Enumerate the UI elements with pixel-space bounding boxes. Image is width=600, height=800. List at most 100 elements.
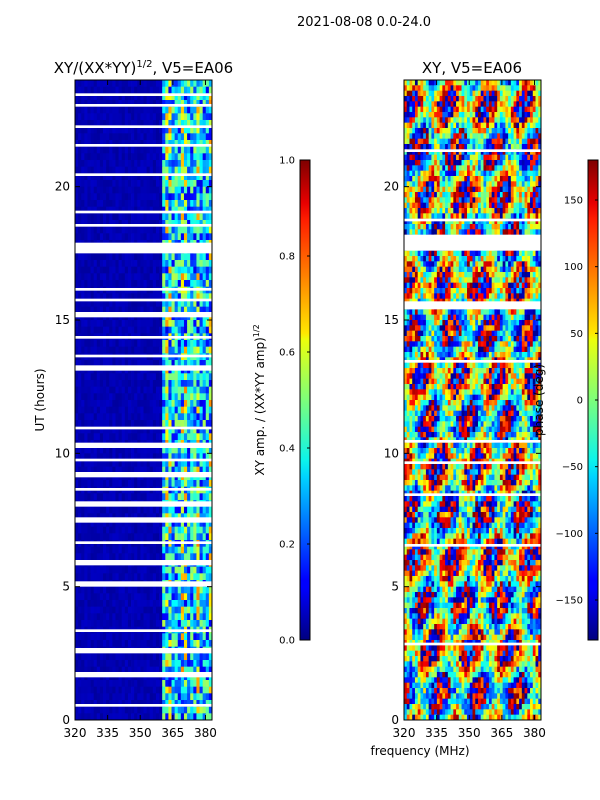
panel2-cell — [464, 133, 468, 140]
panel1-cell — [121, 386, 126, 394]
panel1-cell — [137, 326, 141, 334]
panel1-cell — [155, 280, 160, 288]
panel1-cell — [78, 126, 82, 134]
panel1-cell — [208, 606, 213, 614]
panel1-cell — [109, 273, 113, 281]
panel1-cell — [208, 413, 213, 421]
panel2-cell — [530, 106, 534, 113]
panel2-cell — [409, 90, 413, 97]
panel1-cell — [78, 166, 82, 174]
panel2-cell — [519, 122, 523, 129]
panel2-cell — [469, 133, 473, 140]
panel2-cell — [502, 117, 506, 124]
panel1-cell — [149, 360, 154, 368]
panel1-ylabel: UT (hours) — [33, 368, 47, 431]
panel1-cell — [75, 306, 79, 314]
panel1-cell — [87, 573, 91, 581]
panel1-cell — [87, 660, 91, 668]
panel1-cell — [152, 166, 157, 174]
panel1-cell — [93, 160, 98, 168]
panel2-cell — [491, 96, 495, 102]
panel2-cell — [488, 85, 493, 92]
panel1-cell — [183, 686, 188, 694]
panel1-cell — [115, 546, 119, 554]
panel1-cell — [183, 273, 188, 281]
panel1-cell — [75, 466, 79, 474]
panel1-cell — [149, 520, 154, 528]
panel1-cell — [118, 360, 123, 368]
panel2-cell — [527, 112, 531, 118]
panel1-cell — [199, 666, 204, 674]
panel2-cell — [477, 85, 482, 92]
panel1-cell — [187, 346, 191, 354]
panel1-cell — [180, 280, 185, 288]
panel1-cell — [75, 620, 79, 628]
panel2-cell — [505, 117, 509, 124]
panel1-cell — [81, 300, 85, 308]
panel1-cell — [134, 666, 138, 674]
panel1-cell — [208, 493, 213, 501]
panel2-cell — [447, 85, 451, 92]
colorbar1-tick-label: 0.8 — [279, 252, 295, 263]
panel1-cell — [121, 693, 126, 701]
panel1-cell — [159, 306, 163, 314]
panel1-cell — [168, 293, 172, 301]
panel1-cell — [75, 553, 79, 561]
panel2-cell — [453, 112, 457, 118]
panel1-cell — [134, 193, 138, 201]
panel2-cell — [497, 144, 501, 150]
panel1-cell — [177, 566, 182, 574]
panel1-cell — [193, 293, 197, 301]
panel1-cell — [205, 406, 210, 414]
panel1-cell — [162, 533, 166, 541]
panel2-cell — [428, 112, 432, 118]
panel1-cell — [121, 106, 126, 114]
panel1-cell — [137, 146, 141, 154]
panel1-cell — [103, 680, 107, 688]
panel1-cell — [199, 373, 204, 381]
panel1-cell — [137, 206, 141, 214]
panel1-cell — [134, 433, 138, 441]
panel1-cell — [137, 686, 141, 694]
panel1-cell — [106, 300, 110, 308]
panel1-cell — [146, 686, 151, 694]
panel2-cell — [404, 85, 408, 92]
panel1-cell — [118, 493, 123, 501]
panel1-cell — [118, 186, 123, 194]
panel1-cell — [187, 200, 191, 208]
panel2-cell — [417, 80, 421, 86]
panel1-cell — [124, 266, 129, 274]
panel2-cell — [527, 117, 531, 124]
panel1-cell — [159, 713, 163, 721]
panel1-cell — [180, 326, 185, 334]
panel1-flagged-row — [75, 704, 212, 707]
panel1-cell — [118, 526, 123, 534]
panel1-cell — [84, 193, 88, 201]
panel1-cell — [99, 666, 104, 674]
panel1-cell — [134, 653, 138, 661]
panel1-cell — [190, 706, 194, 714]
panel1-cell — [124, 360, 129, 368]
panel1-cell — [124, 180, 129, 188]
panel1-cell — [78, 606, 82, 614]
panel1-cell — [96, 193, 101, 201]
panel1-cell — [183, 186, 188, 194]
panel1-cell — [174, 393, 179, 401]
panel1-cell — [131, 566, 135, 574]
panel1-cell — [196, 706, 200, 714]
panel1-cell — [87, 186, 91, 194]
panel2-cell — [404, 144, 408, 150]
panel2-cell — [447, 106, 451, 113]
panel1-cell — [87, 513, 91, 521]
panel1-cell — [199, 546, 204, 554]
panel1-cell — [75, 426, 79, 434]
panel1-cell — [202, 393, 207, 401]
panel1-cell — [149, 273, 154, 281]
panel1-cell — [205, 586, 210, 594]
panel1-cell — [190, 566, 194, 574]
panel1-cell — [149, 300, 154, 308]
panel1-cell — [90, 600, 95, 608]
panel1-cell — [90, 93, 95, 101]
panel1-cell — [81, 660, 85, 668]
panel1-cell — [93, 446, 98, 454]
